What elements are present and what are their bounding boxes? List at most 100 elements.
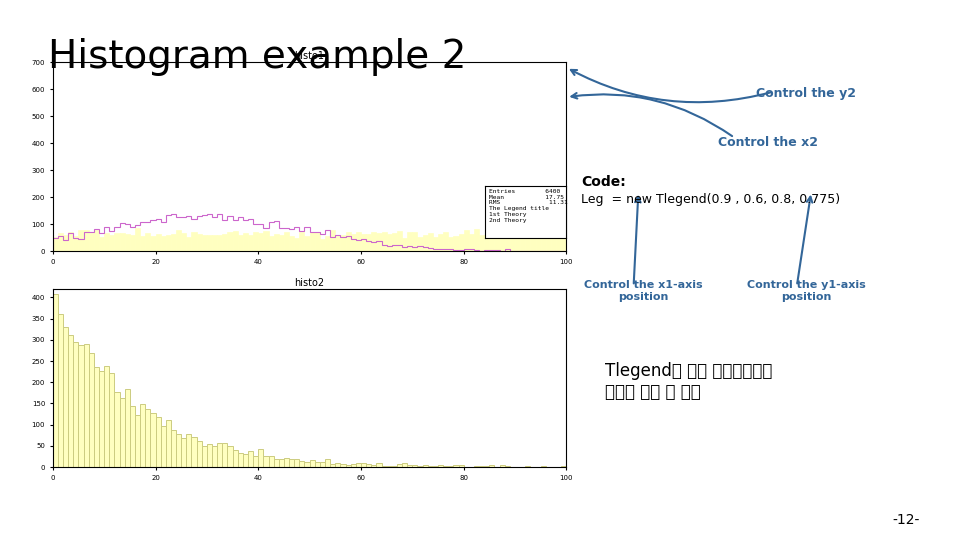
Bar: [58, 233, 63, 251]
Bar: [228, 446, 232, 467]
Bar: [546, 228, 551, 251]
Bar: [304, 237, 310, 251]
Bar: [294, 238, 300, 251]
Title: histo1: histo1: [295, 51, 324, 62]
Bar: [278, 459, 284, 467]
Bar: [407, 232, 413, 251]
Bar: [274, 459, 278, 467]
Bar: [300, 461, 304, 467]
Bar: [151, 413, 156, 467]
Bar: [499, 231, 505, 251]
Bar: [350, 464, 356, 467]
Bar: [171, 430, 176, 467]
Bar: [58, 314, 63, 467]
Bar: [94, 230, 99, 251]
Bar: [145, 233, 151, 251]
Bar: [341, 235, 346, 251]
Bar: [459, 234, 464, 251]
Bar: [516, 235, 520, 251]
Bar: [474, 466, 479, 467]
Bar: [84, 230, 88, 251]
Bar: [99, 237, 105, 251]
Bar: [494, 233, 499, 251]
Bar: [335, 463, 341, 467]
Bar: [248, 235, 253, 251]
Bar: [289, 460, 294, 467]
Text: -12-: -12-: [893, 513, 921, 527]
Bar: [84, 343, 88, 467]
Bar: [135, 228, 140, 251]
Bar: [505, 238, 510, 251]
Bar: [413, 464, 418, 467]
Bar: [556, 233, 562, 251]
Bar: [109, 373, 114, 467]
Bar: [140, 404, 145, 467]
Bar: [181, 233, 186, 251]
Bar: [207, 235, 212, 251]
Bar: [202, 234, 207, 251]
Bar: [191, 232, 197, 251]
Bar: [536, 234, 540, 251]
Text: Entries        6400
Mean           17.75
RMS             11.31
The Legend title
: Entries 6400 Mean 17.75 RMS 11.31 The Le…: [489, 189, 567, 223]
Bar: [376, 233, 381, 251]
Bar: [114, 233, 120, 251]
Bar: [114, 392, 120, 467]
Bar: [350, 234, 356, 251]
Bar: [392, 233, 396, 251]
Bar: [428, 233, 433, 251]
Bar: [160, 236, 166, 251]
Bar: [499, 465, 505, 467]
Text: Control the x2: Control the x2: [718, 136, 818, 149]
Bar: [402, 463, 407, 467]
Bar: [453, 465, 459, 467]
Bar: [176, 230, 181, 251]
Bar: [105, 366, 109, 467]
Bar: [413, 232, 418, 251]
Bar: [176, 434, 181, 467]
Bar: [156, 234, 160, 251]
Bar: [232, 231, 238, 251]
Bar: [207, 444, 212, 467]
Bar: [402, 238, 407, 251]
Bar: [330, 464, 335, 467]
Bar: [562, 235, 566, 251]
Bar: [361, 234, 366, 251]
Bar: [289, 237, 294, 251]
Bar: [540, 233, 546, 251]
Bar: [125, 389, 130, 467]
Bar: [304, 462, 310, 467]
Bar: [253, 232, 258, 251]
Bar: [428, 466, 433, 467]
Bar: [294, 460, 300, 467]
Bar: [228, 232, 232, 251]
Bar: [310, 232, 315, 251]
Bar: [135, 415, 140, 467]
Bar: [53, 237, 58, 251]
Bar: [531, 234, 536, 251]
Bar: [372, 465, 376, 467]
Bar: [320, 462, 325, 467]
Bar: [243, 233, 248, 251]
Bar: [505, 466, 510, 467]
Bar: [223, 234, 228, 251]
Bar: [79, 346, 84, 467]
Bar: [238, 235, 243, 251]
Bar: [468, 234, 474, 251]
Bar: [346, 464, 350, 467]
Bar: [248, 451, 253, 467]
Bar: [284, 458, 289, 467]
Bar: [300, 232, 304, 251]
Bar: [335, 236, 341, 251]
Bar: [88, 353, 94, 467]
Bar: [341, 464, 346, 467]
Bar: [438, 465, 444, 467]
Bar: [376, 463, 381, 467]
Bar: [186, 238, 191, 251]
Bar: [140, 235, 145, 251]
Bar: [381, 466, 387, 467]
Bar: [520, 238, 525, 251]
Bar: [422, 235, 428, 251]
Bar: [387, 466, 392, 467]
Bar: [356, 463, 361, 467]
Bar: [525, 466, 531, 467]
